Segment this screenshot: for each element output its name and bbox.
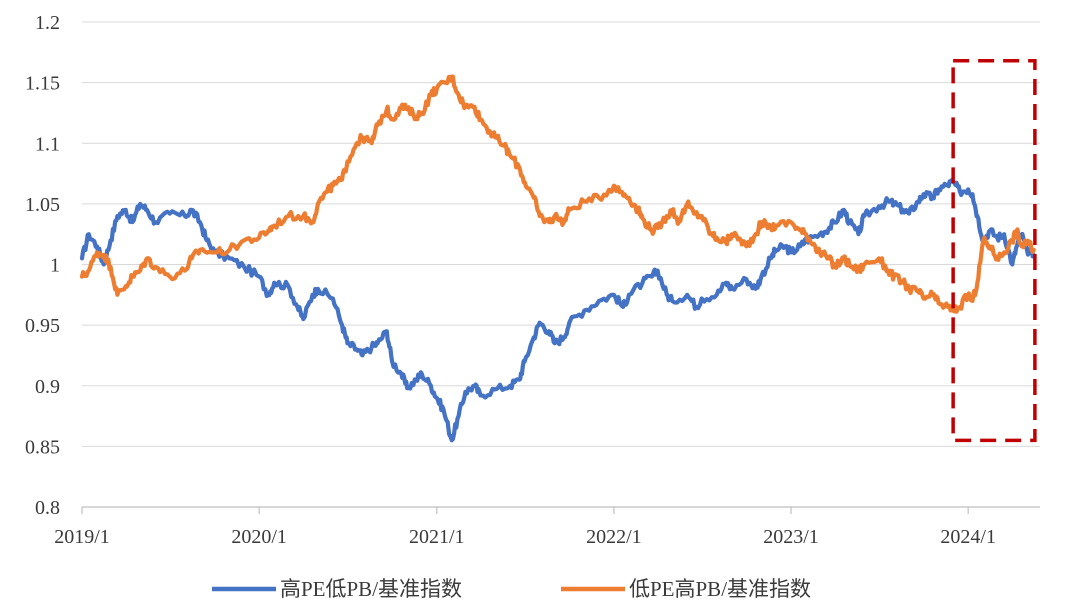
y-tick-label: 1.15 — [25, 73, 60, 95]
series-line-1 — [79, 178, 1036, 443]
y-tick-label: 0.95 — [25, 315, 60, 337]
x-tick-label: 2022/1 — [586, 526, 642, 548]
highlight-box — [951, 59, 1037, 443]
x-tick-label: 2021/1 — [409, 526, 465, 548]
x-tick-label: 2020/1 — [231, 526, 287, 548]
y-tick-label: 0.9 — [35, 376, 60, 398]
x-tick-label: 2023/1 — [763, 526, 819, 548]
legend-label-2: 低PE高PB/基准指数 — [629, 577, 811, 601]
legend-label-1: 高PE低PB/基准指数 — [280, 577, 462, 601]
y-tick-label: 1.05 — [25, 194, 60, 216]
y-tick-label: 1.1 — [35, 133, 60, 155]
y-tick-label: 1 — [50, 255, 60, 277]
y-tick-label: 1.2 — [35, 12, 60, 34]
x-tick-label: 2024/1 — [940, 526, 996, 548]
series-line-2 — [79, 74, 1036, 314]
y-tick-label: 0.8 — [35, 497, 60, 519]
y-tick-label: 0.85 — [25, 436, 60, 458]
x-tick-label: 2019/1 — [54, 526, 110, 548]
